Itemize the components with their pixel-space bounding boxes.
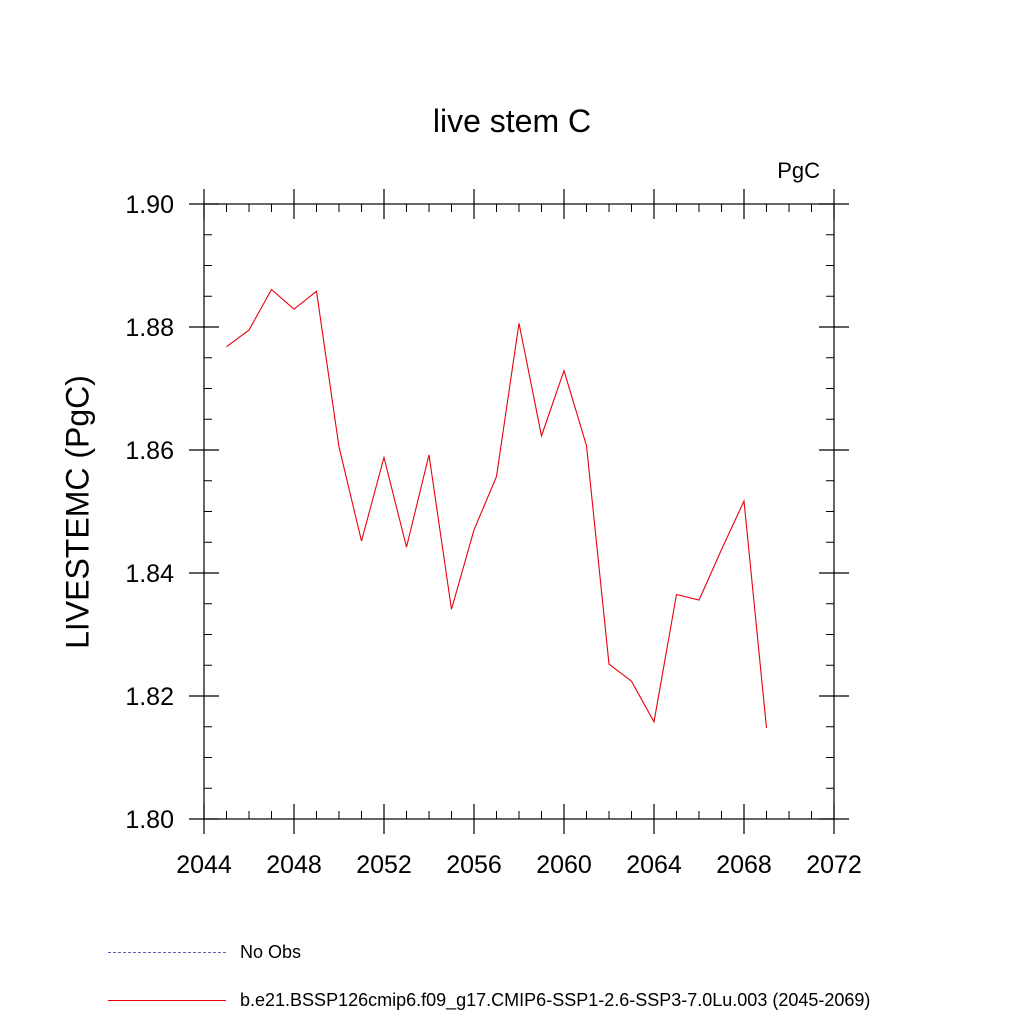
x-tick-label: 2060 [536, 851, 592, 879]
series-line [226, 288, 768, 729]
series-group [226, 288, 768, 729]
legend-item-series: b.e21.BSSP126cmip6.f09_g17.CMIP6-SSP1-2.… [108, 988, 870, 1012]
major-ticks [189, 189, 849, 834]
legend-swatch-solid [108, 999, 226, 1001]
x-tick-label: 2044 [176, 851, 232, 879]
legend-swatch-dashed [108, 951, 226, 953]
legend-label: b.e21.BSSP126cmip6.f09_g17.CMIP6-SSP1-2.… [240, 989, 871, 1010]
plot-frame [203, 203, 835, 820]
y-tick-label: 1.90 [125, 191, 174, 219]
x-tick-label: 2072 [806, 851, 862, 879]
x-tick-label: 2064 [626, 851, 682, 879]
legend-item-no-obs: No Obs [108, 940, 301, 964]
chart-title: live stem C [432, 103, 592, 139]
y-tick-label: 1.80 [125, 806, 174, 834]
y-tick-label: 1.84 [125, 560, 174, 588]
y-tick-label: 1.82 [125, 683, 174, 711]
x-tick-label: 2052 [356, 851, 412, 879]
x-tick-label: 2048 [266, 851, 322, 879]
y-tick-label: 1.88 [125, 314, 174, 342]
x-tick-label: 2056 [446, 851, 502, 879]
x-tick-label: 2068 [716, 851, 772, 879]
minor-ticks [204, 204, 834, 819]
y-tick-label: 1.86 [125, 437, 174, 465]
units-label: PgC [777, 158, 820, 183]
tick-labels: 2044 2048 2052 2056 2060 2064 2068 2072 1.80 1.82… [125, 191, 861, 879]
legend-label: No Obs [240, 941, 302, 962]
